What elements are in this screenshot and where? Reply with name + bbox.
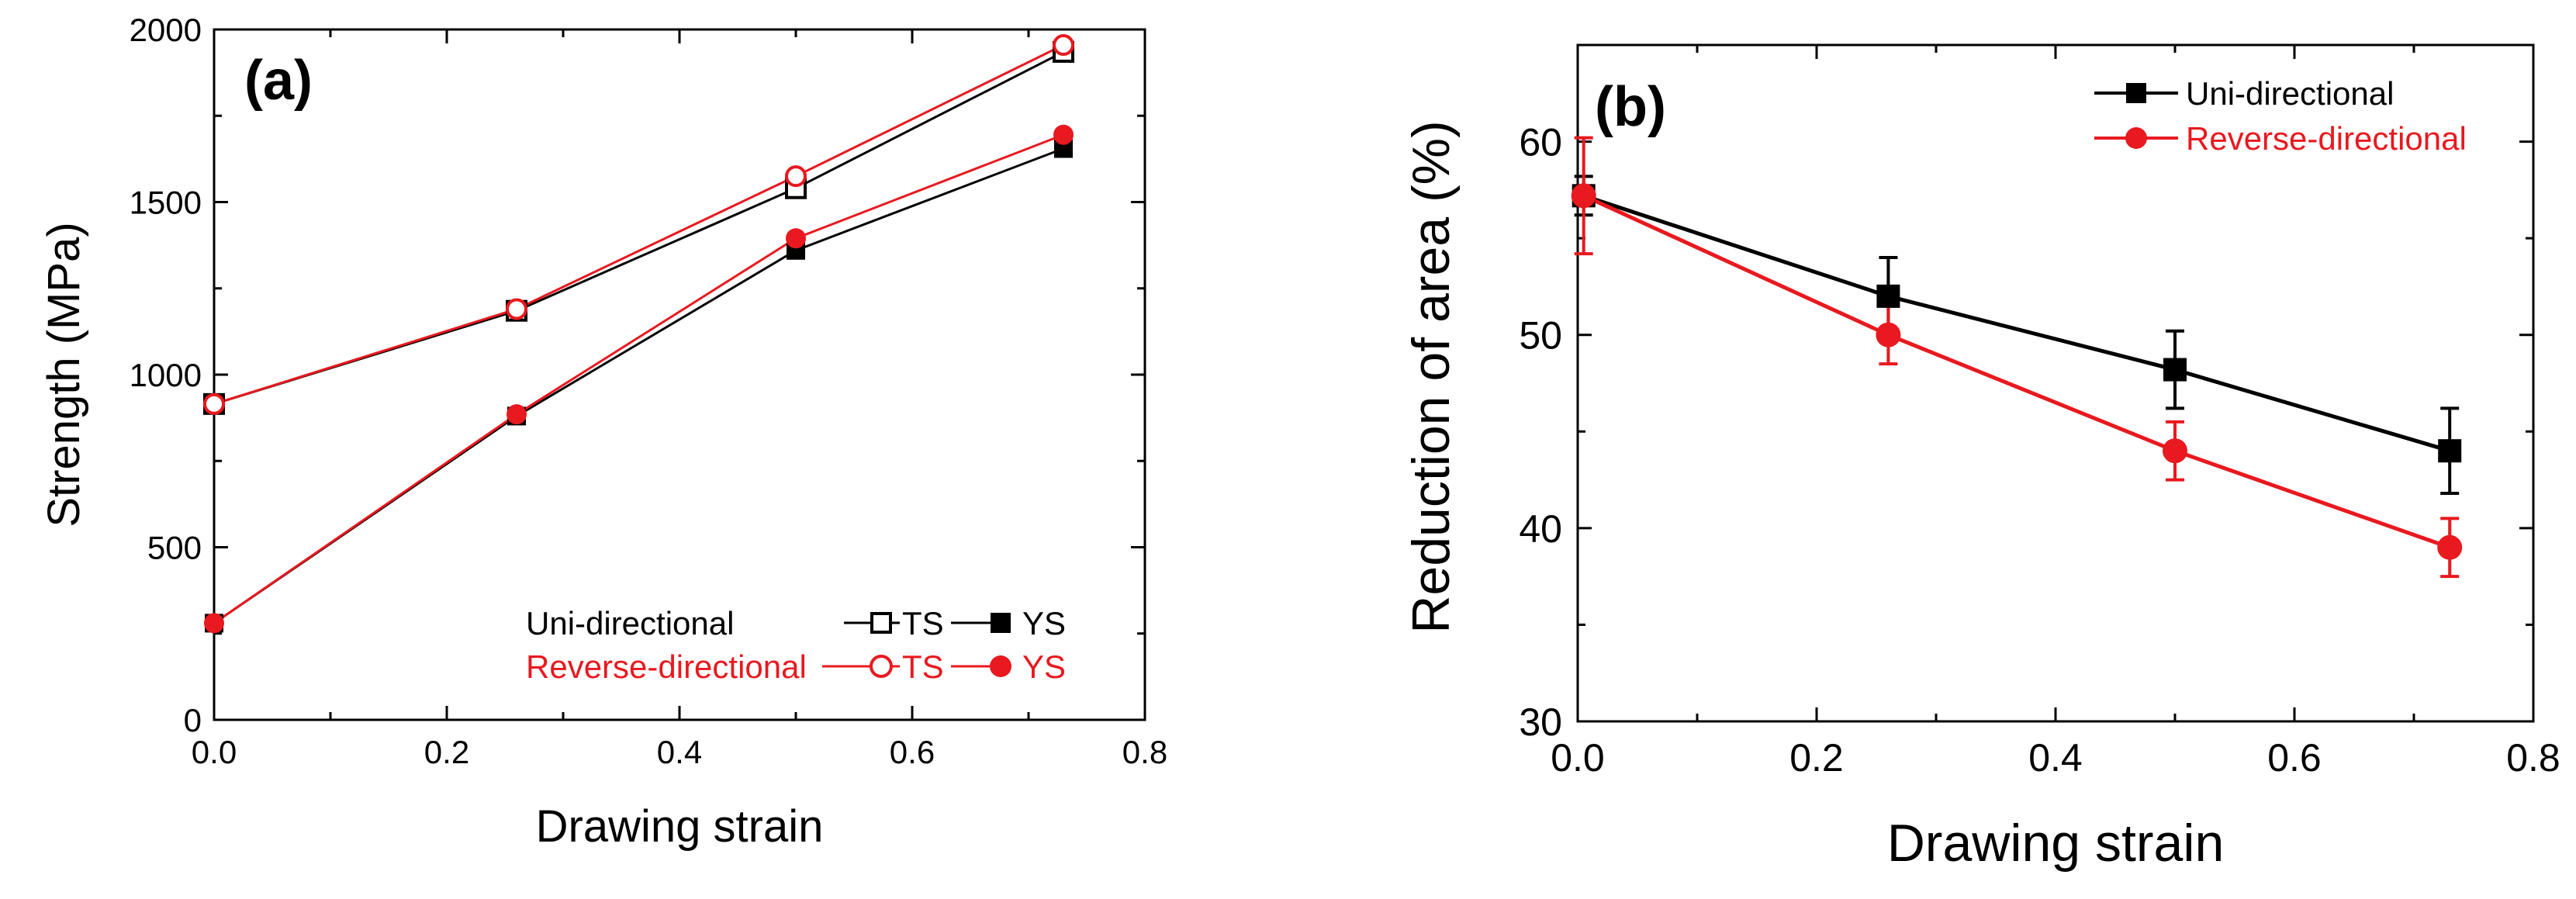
data-point-reverse-directional-ys (507, 404, 527, 425)
y-tick-label: 1000 (130, 357, 202, 393)
data-point-reverse-directional-ts (506, 298, 527, 320)
legend-a-uni-label: Uni-directional (526, 605, 734, 641)
x-tick-label: 0.4 (2028, 736, 2083, 780)
x-tick-label: 0.0 (192, 734, 237, 770)
data-point-reverse-directional (1571, 183, 1596, 209)
legend-a-rev-ys-text: YS (1022, 648, 1066, 685)
series-line-reverse-directional-ys (213, 133, 1064, 624)
legend-a-rev-label: Reverse-directional (526, 648, 807, 685)
y-tick-label: 40 (1519, 507, 1562, 551)
data-point-reverse-directional-ys (1053, 124, 1074, 145)
axis-ticks-b: 0.0 0.2 0.4 0.6 0.8 30 40 50 60 (1519, 45, 2560, 780)
x-tick-label: 0.8 (2506, 736, 2560, 780)
panel-label-a: (a) (244, 50, 313, 112)
legend-b-rev-marker (2125, 127, 2147, 149)
data-point-reverse-directional-ts (203, 392, 225, 415)
legend-a-uni-ts-marker (870, 612, 892, 634)
legend-b-uni-marker (2126, 83, 2146, 103)
error-bars-b (1574, 136, 2460, 579)
legend-a-rev-ts-marker (870, 655, 893, 678)
x-tick-label: 0.8 (1122, 734, 1167, 770)
panel-label-b: (b) (1595, 76, 1666, 138)
data-point-reverse-directional-ts (785, 165, 807, 188)
x-axis-title-a: Drawing strain (536, 801, 824, 852)
x-tick-label: 0.6 (890, 734, 935, 770)
y-tick-label: 1500 (130, 185, 202, 221)
legend-a-uni-ts-text: TS (902, 605, 944, 641)
series-line-reverse-directional-ts (213, 43, 1064, 406)
x-axis-title-b: Drawing strain (1887, 814, 2225, 873)
data-point-reverse-directional (1876, 322, 1901, 347)
series-lines-a (213, 43, 1064, 624)
legend-a: Uni-directional Reverse-directional TS Y… (526, 605, 1066, 685)
axis-ticks-a: 0.0 0.2 0.4 0.6 0.8 0 500 1000 1500 2000 (130, 12, 1168, 770)
series-line-uni-directional-ts (213, 50, 1064, 406)
legend-b-rev-label: Reverse-directional (2186, 120, 2467, 157)
legend-a-uni-ys-marker (991, 613, 1011, 633)
legend-a-rev-ts-text: TS (902, 648, 944, 685)
data-point-uni-directional (1876, 284, 1900, 308)
data-point-reverse-directional (2163, 438, 2187, 464)
y-axis-title-b: Reduction of area (%) (1402, 120, 1461, 633)
legend-a-uni-ys-text: YS (1022, 605, 1066, 641)
y-tick-label: 2000 (130, 12, 202, 48)
data-point-reverse-directional-ys (786, 228, 806, 249)
y-tick-label: 30 (1519, 700, 1562, 744)
series-line-uni-directional-ys (213, 147, 1064, 624)
legend-a-rev-ys-marker (990, 655, 1011, 677)
data-point-reverse-directional-ts (1053, 34, 1074, 57)
series-line-reverse-directional (1582, 194, 2451, 550)
data-point-reverse-directional-ys (204, 613, 224, 634)
x-tick-label: 0.2 (1789, 736, 1844, 780)
series-markers-a (203, 34, 1074, 634)
legend-b-uni-label: Uni-directional (2186, 75, 2394, 112)
x-tick-label: 0.6 (2267, 736, 2322, 780)
data-point-reverse-directional (2437, 534, 2463, 560)
chart-panel-b: 0.0 0.2 0.4 0.6 0.8 30 40 50 60 (b) Drawing stra… (1402, 43, 2560, 873)
series-lines-b (1582, 193, 2451, 550)
series-markers-b (1571, 183, 2463, 560)
y-tick-label: 500 (147, 530, 202, 566)
data-point-uni-directional (2163, 358, 2187, 382)
y-axis-title-a: Strength (MPa) (39, 222, 89, 527)
series-line-uni-directional (1582, 193, 2450, 453)
legend-b: Uni-directional Reverse-directional (2094, 75, 2467, 157)
x-tick-label: 0.0 (1551, 736, 1605, 780)
data-point-uni-directional (2438, 439, 2462, 463)
y-tick-label: 60 (1519, 121, 1562, 164)
x-tick-label: 0.2 (424, 734, 469, 770)
x-tick-label: 0.4 (657, 734, 702, 770)
y-tick-label: 0 (184, 702, 202, 738)
chart-panel-a: 0.0 0.2 0.4 0.6 0.8 0 500 1000 1500 2000 (a) Draw… (39, 12, 1167, 852)
y-tick-label: 50 (1519, 314, 1562, 358)
